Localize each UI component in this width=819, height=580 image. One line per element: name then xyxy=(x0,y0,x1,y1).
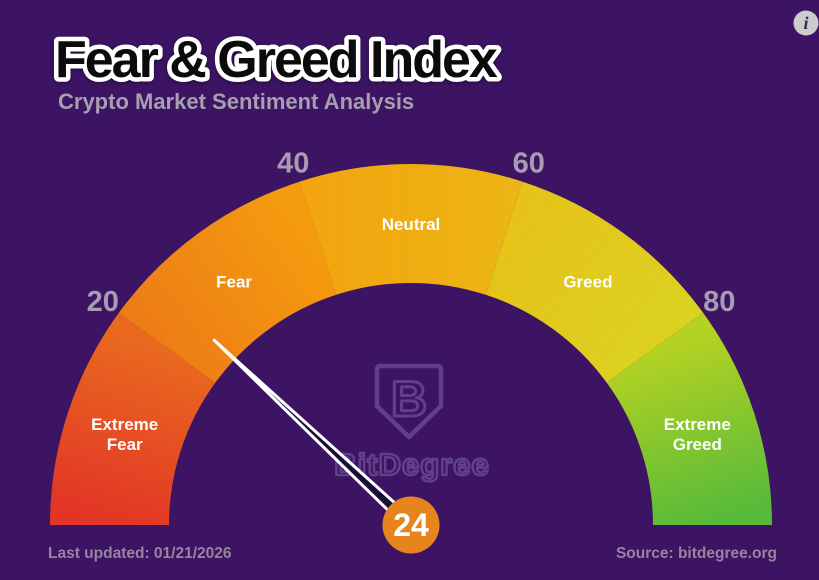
gauge-segment-label: Fear xyxy=(216,273,252,292)
gauge-segment-label: Greed xyxy=(563,273,612,292)
gauge-needle xyxy=(212,338,417,531)
bitdegree-watermark: B BitDegree xyxy=(333,363,490,483)
gauge-segment-fear xyxy=(118,181,337,383)
gauge-segment-label: Extreme Fear xyxy=(91,415,158,454)
last-updated-label: Last updated: 01/21/2026 xyxy=(48,545,232,562)
bitdegree-letter: B xyxy=(391,371,427,427)
bitdegree-shield-icon xyxy=(374,363,444,440)
gauge-tick-label: 60 xyxy=(513,148,545,180)
source-label: Source: bitdegree.org xyxy=(616,545,777,562)
gauge-segment-extreme-fear xyxy=(49,312,216,525)
info-icon[interactable] xyxy=(793,10,819,36)
gauge-segment-extreme-greed xyxy=(606,312,772,525)
gauge-needle-layer: 24 xyxy=(212,338,440,554)
gauge: Extreme Fear Fear Neutral Greed Extreme Greed 2… xyxy=(49,148,772,525)
gauge-tick-label: 80 xyxy=(703,286,735,318)
gauge-segment-label: Neutral xyxy=(382,215,441,234)
page-title: Fear & Greed Index xyxy=(55,31,498,89)
page-subtitle: Crypto Market Sentiment Analysis xyxy=(58,89,414,114)
gauge-segment-neutral xyxy=(299,164,523,295)
gauge-segment-greed xyxy=(485,181,704,383)
gauge-segment-label: Extreme Greed xyxy=(664,415,731,454)
gauge-value: 24 xyxy=(393,507,429,543)
gauge-value-badge xyxy=(382,496,440,554)
gauge-tick-label: 20 xyxy=(87,286,119,318)
info-button[interactable]: i xyxy=(793,10,819,36)
gauge-tick-label: 40 xyxy=(277,148,309,180)
info-icon-glyph: i xyxy=(803,13,808,33)
